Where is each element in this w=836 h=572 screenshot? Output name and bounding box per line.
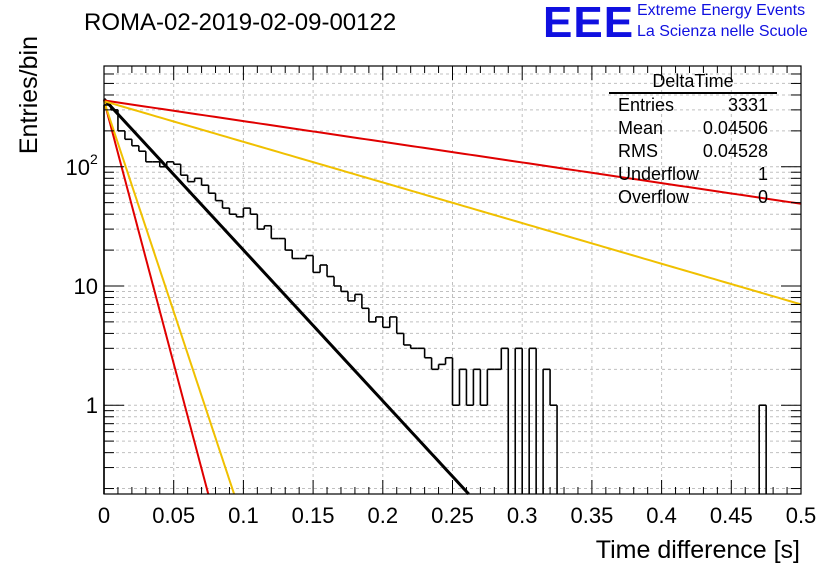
chart-title: ROMA-02-2019-02-09-00122	[84, 9, 397, 36]
stats-value: 0.04528	[702, 141, 768, 161]
x-tick-label: 0.45	[710, 503, 753, 528]
y-tick-label: 10	[74, 274, 98, 299]
eee-logo: EEE	[543, 0, 635, 47]
fit-curve-3	[103, 100, 210, 495]
x-tick-label: 0.05	[152, 503, 195, 528]
stats-value: 1	[757, 164, 768, 184]
stats-row-rms: RMS 0.04528	[609, 140, 777, 163]
x-tick-label: 0	[98, 503, 110, 528]
stats-label: Underflow	[618, 164, 700, 184]
stats-label: Entries	[618, 95, 675, 115]
stats-label: RMS	[618, 141, 658, 161]
fit-curve-0	[102, 97, 470, 496]
x-tick-label: 0.35	[570, 503, 613, 528]
fit-curve-2	[103, 100, 802, 306]
stats-value: 3331	[727, 95, 768, 115]
stats-label: Mean	[618, 118, 664, 138]
axis-ticks	[103, 65, 802, 494]
stats-box: DeltaTime Entries 3331 Mean 0.04506 RMS …	[609, 70, 777, 209]
x-tick-label: 0.25	[431, 503, 474, 528]
stats-row-entries: Entries 3331	[609, 94, 777, 117]
x-tick-label: 0.2	[368, 503, 399, 528]
stats-row-mean: Mean 0.04506	[609, 117, 777, 140]
x-axis-label: Time difference [s]	[596, 536, 800, 564]
x-tick-label: 0.15	[292, 503, 335, 528]
fit-curve-4	[103, 100, 236, 495]
logo-line-2: La Scienza nelle Scuole	[637, 23, 808, 40]
y-tick-label: 1	[86, 393, 98, 418]
fit-curve-1	[103, 99, 802, 205]
x-tick-label: 0.3	[507, 503, 538, 528]
stats-title: DeltaTime	[609, 70, 777, 94]
y-tick-label: 10	[66, 155, 90, 180]
stats-label: Overflow	[618, 187, 690, 207]
stats-row-overflow: Overflow 0	[609, 186, 777, 209]
x-tick-label: 0.4	[646, 503, 677, 528]
x-tick-label: 0.1	[228, 503, 259, 528]
y-tick-label-exponent: 2	[90, 151, 98, 167]
x-tick-label: 0.5	[786, 503, 817, 528]
fit-curves	[102, 97, 802, 496]
stats-value: 0	[757, 187, 768, 207]
stats-row-underflow: Underflow 1	[609, 163, 777, 186]
logo-line-1: Extreme Energy Events	[637, 2, 806, 19]
y-axis-label: Entries/bin	[15, 36, 43, 154]
stats-value: 0.04506	[702, 118, 768, 138]
tick-labels: 0 0.05 0.1 0.15 0.2 0.25 0.3 0.35 0.4 0.45 0.51101…	[66, 151, 817, 528]
